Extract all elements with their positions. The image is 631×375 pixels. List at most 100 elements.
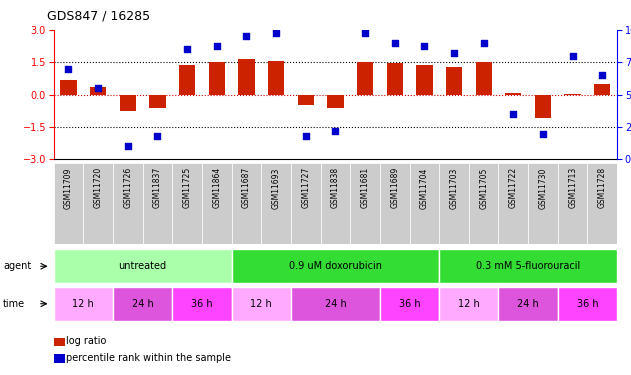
Text: GSM11687: GSM11687 <box>242 167 251 208</box>
Text: percentile rank within the sample: percentile rank within the sample <box>66 353 231 363</box>
Text: 0.9 uM doxorubicin: 0.9 uM doxorubicin <box>289 261 382 271</box>
Bar <box>179 64 195 95</box>
Bar <box>380 287 439 321</box>
Bar <box>143 163 172 244</box>
Bar <box>268 61 284 95</box>
Text: 24 h: 24 h <box>324 299 346 309</box>
Point <box>153 133 163 139</box>
Bar <box>172 163 202 244</box>
Bar <box>232 287 291 321</box>
Bar <box>498 287 558 321</box>
Bar <box>476 62 492 95</box>
Bar <box>61 80 76 95</box>
Text: log ratio: log ratio <box>66 336 107 346</box>
Text: GSM11720: GSM11720 <box>93 167 103 208</box>
Text: GSM11730: GSM11730 <box>538 167 548 208</box>
Point <box>93 85 103 91</box>
Bar <box>505 93 521 95</box>
Bar <box>498 163 528 244</box>
Text: GSM11709: GSM11709 <box>64 167 73 208</box>
Text: GSM11713: GSM11713 <box>568 167 577 208</box>
Text: time: time <box>3 299 25 309</box>
Bar <box>54 163 83 244</box>
Bar <box>291 287 380 321</box>
Point <box>271 30 281 36</box>
Bar <box>469 163 498 244</box>
Point <box>331 128 341 134</box>
Bar <box>291 163 321 244</box>
Point <box>538 130 548 136</box>
Text: 12 h: 12 h <box>458 299 480 309</box>
Bar <box>321 163 350 244</box>
Point <box>509 111 519 117</box>
Text: GSM11837: GSM11837 <box>153 167 162 208</box>
Text: GSM11705: GSM11705 <box>479 167 488 208</box>
Bar <box>239 59 254 95</box>
Text: GSM11726: GSM11726 <box>123 167 133 208</box>
Bar <box>446 67 462 95</box>
Text: 36 h: 36 h <box>577 299 598 309</box>
Text: GSM11722: GSM11722 <box>509 167 518 208</box>
Point <box>182 46 192 53</box>
Bar <box>387 63 403 95</box>
Text: GSM11727: GSM11727 <box>301 167 310 208</box>
Bar <box>209 62 225 95</box>
Point <box>419 42 429 48</box>
Bar <box>232 163 261 244</box>
Bar <box>172 287 232 321</box>
Point <box>449 50 459 56</box>
Text: 12 h: 12 h <box>251 299 272 309</box>
Bar <box>439 163 469 244</box>
Bar <box>120 95 136 111</box>
Bar <box>113 163 143 244</box>
Text: GSM11681: GSM11681 <box>360 167 370 208</box>
Text: 12 h: 12 h <box>73 299 94 309</box>
Bar <box>54 287 113 321</box>
Bar <box>83 163 113 244</box>
Bar <box>298 95 314 105</box>
Text: GSM11704: GSM11704 <box>420 167 429 208</box>
Bar <box>150 95 165 108</box>
Bar <box>350 163 380 244</box>
Point <box>360 30 370 36</box>
Text: GSM11728: GSM11728 <box>598 167 607 208</box>
Bar <box>357 62 373 95</box>
Point <box>300 133 310 139</box>
Text: 36 h: 36 h <box>191 299 213 309</box>
Bar <box>535 95 551 118</box>
Text: GSM11838: GSM11838 <box>331 167 340 208</box>
Bar <box>439 287 498 321</box>
Text: 0.3 mM 5-fluorouracil: 0.3 mM 5-fluorouracil <box>476 261 581 271</box>
Text: GSM11689: GSM11689 <box>390 167 399 208</box>
Bar <box>90 87 106 95</box>
Text: untreated: untreated <box>119 261 167 271</box>
Bar <box>594 84 610 95</box>
Bar <box>558 163 587 244</box>
Text: GDS847 / 16285: GDS847 / 16285 <box>47 9 150 22</box>
Bar <box>565 94 581 95</box>
Text: 36 h: 36 h <box>399 299 420 309</box>
Text: GSM11864: GSM11864 <box>212 167 221 208</box>
Bar <box>232 249 439 283</box>
Point <box>597 72 607 78</box>
Text: 24 h: 24 h <box>517 299 539 309</box>
Bar <box>54 249 232 283</box>
Text: 24 h: 24 h <box>132 299 153 309</box>
Text: GSM11703: GSM11703 <box>449 167 459 208</box>
Bar <box>528 163 558 244</box>
Point <box>122 144 133 150</box>
Point <box>478 40 488 46</box>
Text: GSM11693: GSM11693 <box>271 167 281 208</box>
Bar <box>202 163 232 244</box>
Point <box>568 53 578 59</box>
Bar <box>261 163 291 244</box>
Text: GSM11725: GSM11725 <box>182 167 192 208</box>
Bar <box>410 163 439 244</box>
Bar <box>558 287 617 321</box>
Bar <box>439 249 617 283</box>
Point <box>390 40 400 46</box>
Bar <box>380 163 410 244</box>
Text: agent: agent <box>3 261 32 271</box>
Bar <box>587 163 617 244</box>
Point <box>241 33 251 39</box>
